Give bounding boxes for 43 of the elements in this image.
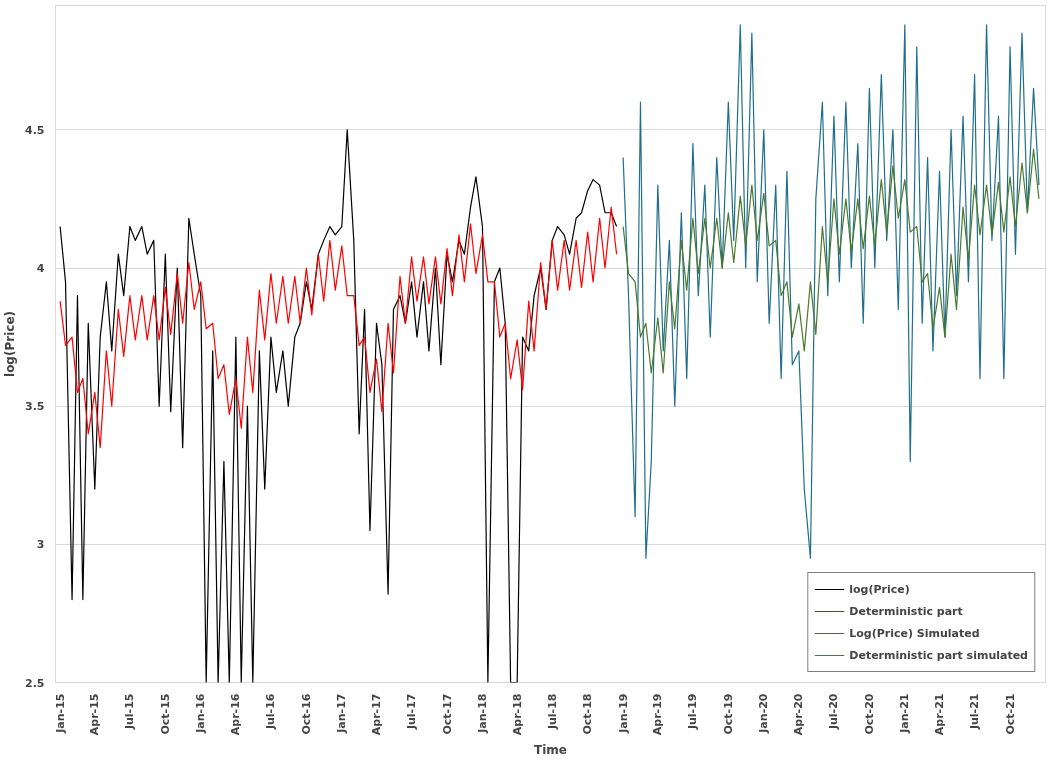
y-axis-title: log(Price) [3, 311, 18, 377]
x-tick-label: Jan-19 [616, 693, 630, 734]
x-tick-label: Jan-21 [898, 693, 912, 734]
x-tick-label: Jan-17 [335, 693, 349, 734]
y-tick-label: 4.5 [25, 123, 45, 137]
x-tick-label: Oct-15 [158, 693, 172, 735]
x-tick-label: Apr-19 [651, 693, 665, 736]
x-tick-label: Apr-18 [510, 693, 524, 736]
x-tick-label: Oct-17 [440, 693, 454, 735]
line-series [59, 206, 618, 449]
x-tick-label: Oct-19 [721, 693, 735, 735]
x-tick-label: Jul-15 [123, 693, 137, 731]
x-axis-title: Time [534, 743, 567, 758]
x-tick-label: Oct-21 [1003, 693, 1017, 735]
x-tick-label: Jan-20 [757, 693, 771, 734]
x-tick-label: Apr-21 [933, 693, 947, 736]
x-tick-label: Oct-20 [862, 693, 876, 735]
x-tick-label: Apr-16 [229, 693, 243, 736]
x-tick-label: Jul-20 [827, 693, 841, 731]
x-tick-label: Apr-17 [370, 693, 384, 736]
y-tick-label: 4 [36, 262, 45, 276]
x-tick-label: Jul-18 [545, 693, 559, 731]
line-series [59, 129, 618, 683]
x-tick-label: Jan-15 [53, 693, 67, 734]
x-tick-label: Jul-17 [405, 693, 419, 731]
x-tick-label: Oct-16 [299, 693, 313, 735]
x-tick-label: Jul-19 [686, 693, 700, 731]
line-series [622, 24, 1040, 559]
y-tick-label: 2.5 [25, 676, 45, 690]
x-tick-label: Jul-21 [968, 693, 982, 731]
legend-label: log(Price) [849, 582, 910, 596]
x-tick-label: Jan-16 [194, 693, 208, 734]
y-tick-label: 3 [36, 538, 45, 552]
legend-label: Deterministic part [849, 604, 963, 618]
x-tick-label: Jul-16 [264, 693, 278, 731]
legend-label: Deterministic part simulated [849, 648, 1028, 662]
x-tick-label: Oct-18 [581, 693, 595, 735]
x-tick-label: Jan-18 [475, 693, 489, 734]
legend-label: Log(Price) Simulated [849, 626, 980, 640]
x-tick-label: Apr-20 [792, 693, 806, 736]
line-series [622, 148, 1040, 374]
x-tick-label: Apr-15 [88, 693, 102, 736]
y-tick-label: 3.5 [25, 400, 45, 414]
